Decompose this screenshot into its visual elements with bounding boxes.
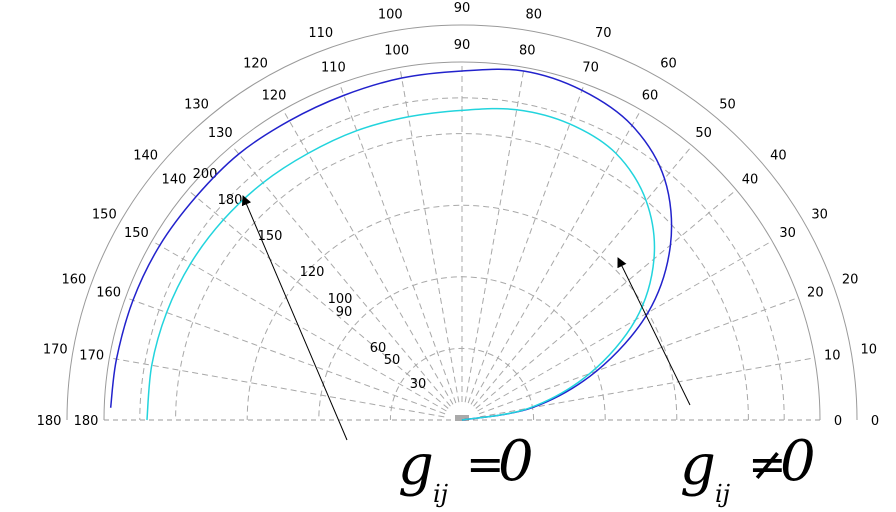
angle-spoke-140: [187, 189, 449, 409]
angle-spoke-160: [125, 297, 446, 415]
angle-spoke-120: [282, 109, 454, 405]
angle-spoke-40: [475, 189, 737, 409]
outer-angle-tick-150: 150: [92, 208, 117, 223]
inner-angle-tick-90: 90: [454, 38, 471, 53]
outer-frame-arc: [66, 24, 858, 421]
angle-spoke-170: [109, 357, 445, 418]
inner-angle-tick-0: 0: [834, 414, 842, 429]
annotation-gij-nonzero-base: g: [680, 433, 716, 498]
radial-grid-ring-2: [246, 204, 678, 421]
inner-angle-tick-160: 160: [96, 285, 121, 300]
inner-angle-tick-180: 180: [74, 414, 99, 429]
outer-angle-tick-130: 130: [184, 98, 209, 113]
outer-angle-tick-50: 50: [719, 98, 736, 113]
polar-grid: [66, 24, 858, 421]
radial-tick-180: 180: [218, 193, 243, 208]
inner-angle-tick-50: 50: [695, 126, 712, 141]
annotation-gij-nonzero: g ij ≠ 0: [680, 429, 816, 508]
outer-angle-tick-110: 110: [308, 26, 333, 41]
inner-angle-tick-130: 130: [208, 126, 233, 141]
radial-tick-50: 50: [384, 353, 401, 368]
inner-angle-tick-40: 40: [742, 172, 759, 187]
radial-tick-100: 100: [328, 292, 353, 307]
inner-angle-tick-70: 70: [582, 61, 599, 76]
annotation-gij-nonzero-op: ≠: [748, 437, 787, 491]
annotation-gij-zero-rhs: 0: [498, 429, 534, 494]
outer-angle-tick-170: 170: [43, 342, 68, 357]
outer-angle-tick-90: 90: [454, 1, 471, 16]
arrow-gij-nonzero: [617, 257, 691, 406]
outer-angle-tick-10: 10: [860, 342, 877, 357]
radial-tick-60: 60: [370, 341, 387, 356]
inner-angle-tick-150: 150: [124, 226, 149, 241]
outer-angle-tick-120: 120: [243, 56, 268, 71]
annotations: g ij = 0 g ij ≠ 0: [241, 195, 816, 508]
inner-angle-tick-140: 140: [162, 172, 187, 187]
radial-tick-90: 90: [336, 305, 353, 320]
outer-angle-tick-160: 160: [61, 273, 86, 288]
outer-angle-tick-0: 0: [871, 414, 879, 429]
annotation-gij-zero-op: =: [466, 437, 505, 491]
angle-spoke-80: [464, 67, 525, 403]
series-curve-1: [146, 107, 656, 421]
radial-grid-ring-3: [175, 133, 749, 421]
angle-spoke-70: [467, 83, 585, 404]
outer-angle-tick-60: 60: [660, 56, 677, 71]
outer-angle-tick-20: 20: [842, 273, 859, 288]
outer-angle-tick-30: 30: [811, 208, 828, 223]
inner-angle-tick-120: 120: [262, 88, 287, 103]
angle-spoke-50: [473, 145, 693, 407]
angle-spoke-110: [339, 83, 457, 404]
outer-angle-tick-70: 70: [595, 26, 612, 41]
annotation-gij-nonzero-sub: ij: [715, 480, 731, 508]
outer-angle-tick-180: 180: [37, 414, 62, 429]
inner-angle-tick-30: 30: [779, 226, 796, 241]
inner-angle-tick-110: 110: [321, 61, 346, 76]
inner-frame-arc: [103, 61, 821, 421]
outer-angle-tick-100: 100: [378, 7, 403, 22]
angle-spoke-20: [478, 297, 799, 415]
inner-angle-tick-20: 20: [807, 285, 824, 300]
angle-spoke-130: [231, 145, 451, 407]
annotation-gij-zero-base: g: [398, 433, 434, 498]
origin-marker: [455, 415, 469, 421]
radial-tick-200: 200: [193, 167, 218, 182]
inner-angle-tick-100: 100: [384, 44, 409, 59]
inner-angle-tick-170: 170: [79, 349, 104, 364]
angle-spoke-150: [151, 240, 447, 412]
outer-angle-tick-40: 40: [770, 149, 787, 164]
radial-tick-30: 30: [410, 377, 427, 392]
outer-angle-tick-140: 140: [133, 149, 158, 164]
angle-spoke-100: [399, 67, 460, 403]
inner-angle-tick-10: 10: [824, 349, 841, 364]
radial-tick-120: 120: [300, 265, 325, 280]
series-curves: [109, 68, 673, 421]
arrow-gij-zero: [241, 195, 348, 441]
annotation-gij-nonzero-rhs: 0: [780, 429, 816, 494]
angle-spoke-10: [479, 357, 815, 418]
outer-angle-tick-80: 80: [525, 7, 542, 22]
inner-angle-tick-80: 80: [519, 44, 536, 59]
annotation-gij-zero: g ij = 0: [398, 429, 534, 508]
tick-labels: 0102030405060708090100110120130140150160…: [37, 1, 880, 429]
angle-spoke-60: [470, 109, 642, 405]
annotation-gij-zero-sub: ij: [433, 480, 449, 508]
angle-spoke-30: [477, 240, 773, 412]
inner-angle-tick-60: 60: [642, 88, 659, 103]
series-curve-0: [109, 68, 673, 421]
radial-tick-150: 150: [258, 229, 283, 244]
